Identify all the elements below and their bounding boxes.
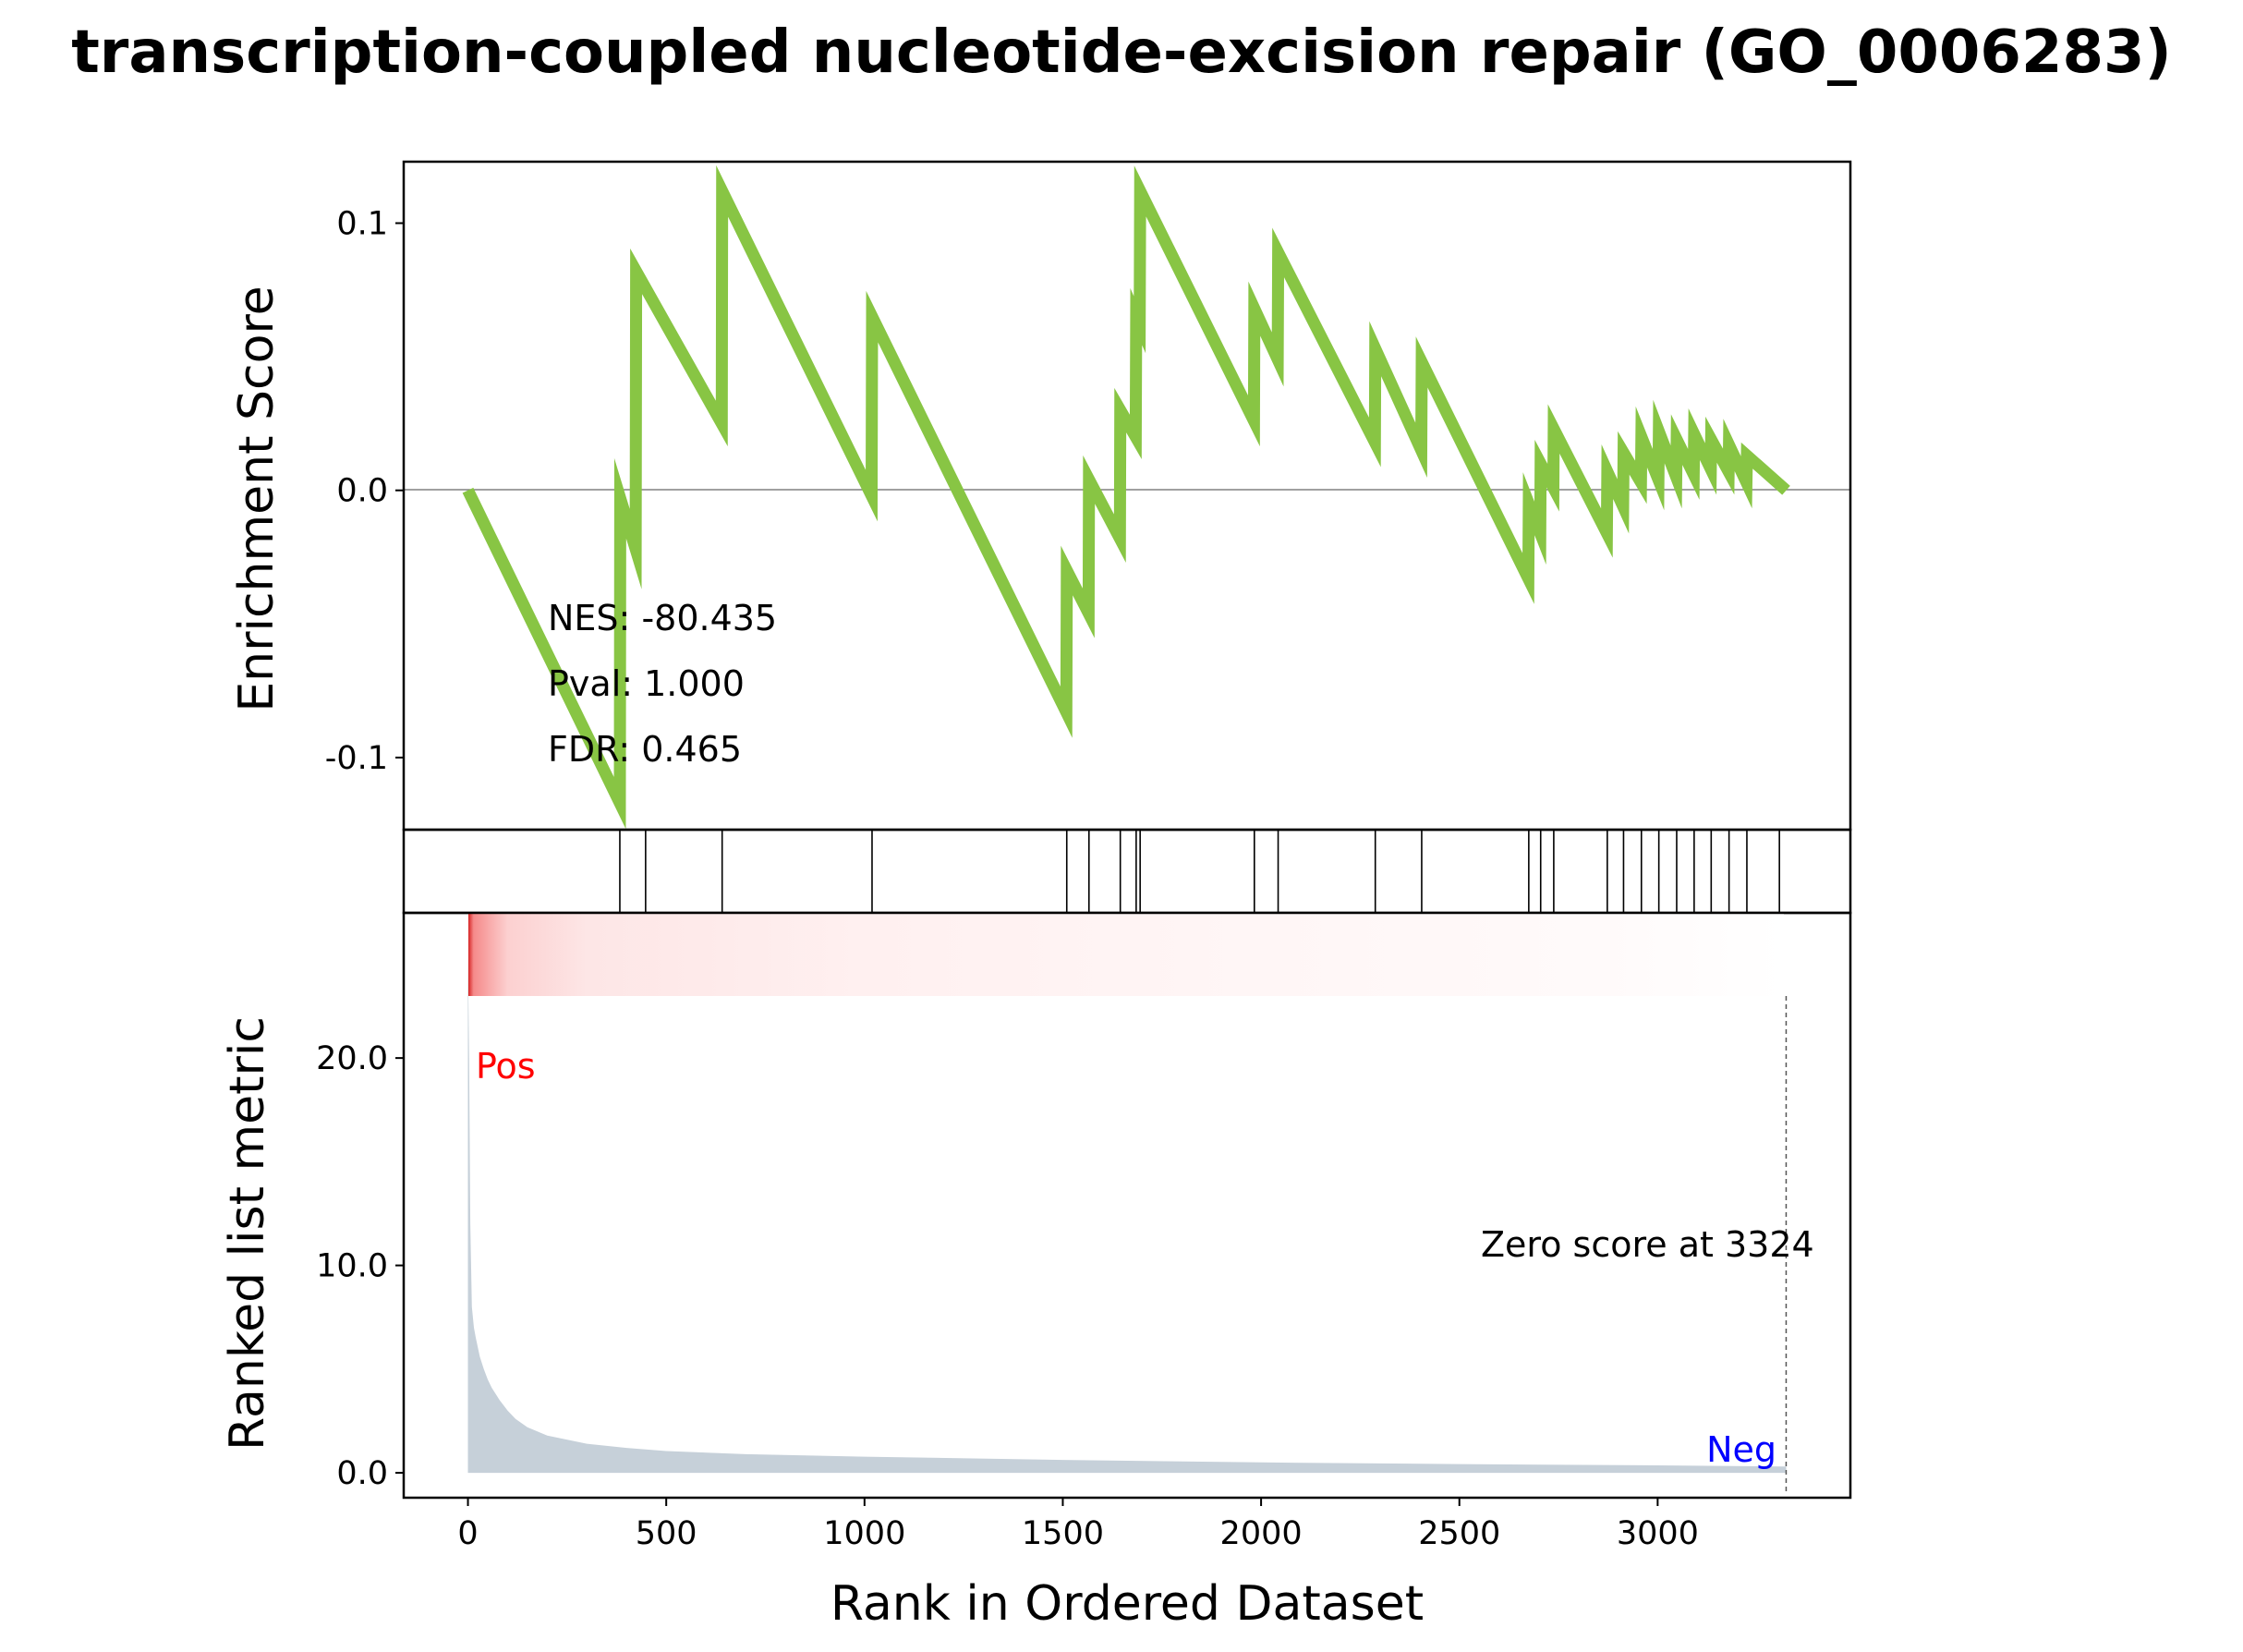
metric-area	[467, 954, 1787, 1474]
rank-xlabel: Rank in Ordered Dataset	[831, 1576, 1424, 1632]
rank-ylabel: Ranked list metric	[220, 1016, 275, 1451]
es-ylabel: Enrichment Score	[229, 285, 285, 711]
fdr-label: FDR: 0.465	[548, 729, 742, 770]
es-ytick-label: -0.1	[325, 740, 388, 777]
rank-ytick-label: 20.0	[316, 1040, 388, 1077]
nes-label: NES: -80.435	[548, 598, 777, 638]
rank-xtick-label: 0	[457, 1515, 478, 1552]
rank-xtick-label: 1500	[1022, 1515, 1104, 1552]
rank-ytick-label: 0.0	[336, 1455, 388, 1492]
es-ytick-label: 0.1	[336, 206, 388, 243]
hits-axes-frame	[402, 828, 1852, 915]
rank-ytick-label: 10.0	[316, 1248, 388, 1285]
rank-xtick-label: 3000	[1617, 1515, 1699, 1552]
es-line	[462, 164, 1790, 830]
rank-x-ticks: 0 500 1000 1500 2000 2500 3000	[457, 1498, 1699, 1552]
chart-title: transcription-coupled nucleotide-excisio…	[71, 18, 2172, 87]
enrichment-panel: 0.1 0.0 -0.1 NES: -80.435 Pval: 1.000 FDR:…	[229, 160, 1852, 832]
es-ytick-label: 0.0	[336, 473, 388, 510]
rank-xtick-label: 500	[636, 1515, 697, 1552]
neg-label: Neg	[1706, 1429, 1776, 1470]
rank-xtick-label: 1000	[823, 1515, 905, 1552]
hit-markers	[619, 830, 1780, 913]
es-y-ticks: 0.1 0.0 -0.1	[325, 206, 404, 777]
zero-score-label: Zero score at 3324	[1481, 1224, 1814, 1265]
pval-label: Pval: 1.000	[548, 663, 745, 704]
rank-axes-frame	[402, 911, 1852, 1500]
rank-xtick-label: 2000	[1220, 1515, 1303, 1552]
hits-panel	[402, 828, 1852, 915]
rank-y-ticks: 0.0 10.0 20.0	[316, 1040, 404, 1492]
rank-xtick-label: 2500	[1418, 1515, 1500, 1552]
ranked-panel: Pos Neg Zero score at 3324 0.0 10.0 20.0 0…	[220, 911, 1852, 1632]
pos-label: Pos	[476, 1046, 536, 1087]
rank-heatmap	[468, 913, 1784, 996]
